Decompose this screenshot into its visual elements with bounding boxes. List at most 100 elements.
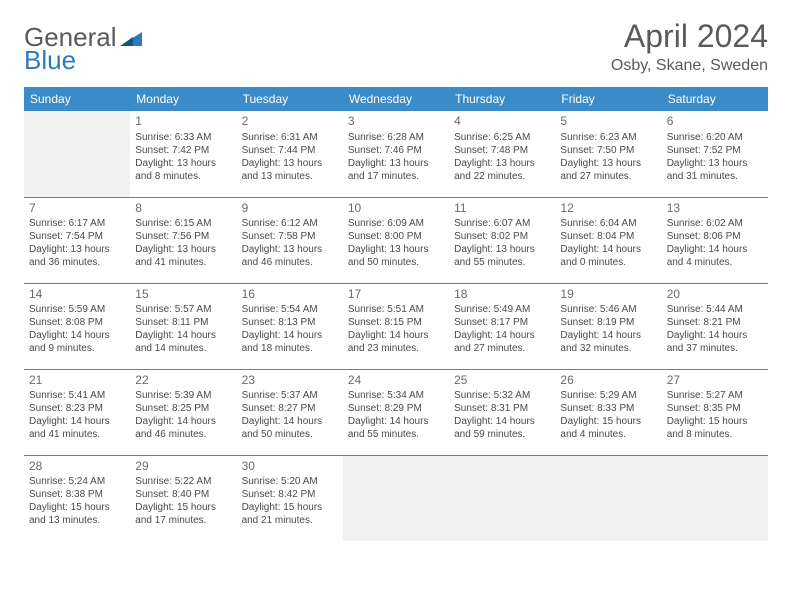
- daylight-text: Daylight: 14 hours and 46 minutes.: [135, 415, 231, 441]
- calendar-cell: 8Sunrise: 6:15 AMSunset: 7:56 PMDaylight…: [130, 197, 236, 283]
- calendar-cell: 7Sunrise: 6:17 AMSunset: 7:54 PMDaylight…: [24, 197, 130, 283]
- calendar-cell: 11Sunrise: 6:07 AMSunset: 8:02 PMDayligh…: [449, 197, 555, 283]
- day-number: 20: [667, 287, 763, 303]
- daylight-text: Daylight: 15 hours and 17 minutes.: [135, 501, 231, 527]
- sunrise-text: Sunrise: 5:27 AM: [667, 389, 763, 402]
- sunrise-text: Sunrise: 6:20 AM: [667, 131, 763, 144]
- sunset-text: Sunset: 7:46 PM: [348, 144, 444, 157]
- day-number: 27: [667, 373, 763, 389]
- sunset-text: Sunset: 8:25 PM: [135, 402, 231, 415]
- calendar-cell: 1Sunrise: 6:33 AMSunset: 7:42 PMDaylight…: [130, 111, 236, 197]
- daylight-text: Daylight: 13 hours and 55 minutes.: [454, 243, 550, 269]
- sunrise-text: Sunrise: 6:23 AM: [560, 131, 656, 144]
- daylight-text: Daylight: 14 hours and 9 minutes.: [29, 329, 125, 355]
- day-header: Sunday: [24, 87, 130, 111]
- daylight-text: Daylight: 14 hours and 18 minutes.: [242, 329, 338, 355]
- sunrise-text: Sunrise: 5:37 AM: [242, 389, 338, 402]
- daylight-text: Daylight: 13 hours and 17 minutes.: [348, 157, 444, 183]
- daylight-text: Daylight: 13 hours and 27 minutes.: [560, 157, 656, 183]
- daylight-text: Daylight: 15 hours and 4 minutes.: [560, 415, 656, 441]
- sunset-text: Sunset: 7:58 PM: [242, 230, 338, 243]
- logo: GeneralBlue: [24, 18, 142, 73]
- sunset-text: Sunset: 8:29 PM: [348, 402, 444, 415]
- sunset-text: Sunset: 8:31 PM: [454, 402, 550, 415]
- calendar-row: 28Sunrise: 5:24 AMSunset: 8:38 PMDayligh…: [24, 455, 768, 541]
- sunset-text: Sunset: 8:11 PM: [135, 316, 231, 329]
- header-row: Sunday Monday Tuesday Wednesday Thursday…: [24, 87, 768, 111]
- calendar-cell: 18Sunrise: 5:49 AMSunset: 8:17 PMDayligh…: [449, 283, 555, 369]
- daylight-text: Daylight: 14 hours and 37 minutes.: [667, 329, 763, 355]
- day-number: 3: [348, 114, 444, 130]
- daylight-text: Daylight: 14 hours and 55 minutes.: [348, 415, 444, 441]
- day-number: 6: [667, 114, 763, 130]
- day-number: 5: [560, 114, 656, 130]
- day-header: Friday: [555, 87, 661, 111]
- title-block: April 2024 Osby, Skane, Sweden: [611, 18, 768, 75]
- day-number: 29: [135, 459, 231, 475]
- calendar-row: 14Sunrise: 5:59 AMSunset: 8:08 PMDayligh…: [24, 283, 768, 369]
- calendar-row: 21Sunrise: 5:41 AMSunset: 8:23 PMDayligh…: [24, 369, 768, 455]
- daylight-text: Daylight: 14 hours and 4 minutes.: [667, 243, 763, 269]
- sunset-text: Sunset: 7:52 PM: [667, 144, 763, 157]
- day-number: 7: [29, 201, 125, 217]
- day-header: Tuesday: [237, 87, 343, 111]
- day-number: 19: [560, 287, 656, 303]
- calendar-table: Sunday Monday Tuesday Wednesday Thursday…: [24, 87, 768, 541]
- month-title: April 2024: [611, 18, 768, 55]
- sunrise-text: Sunrise: 5:32 AM: [454, 389, 550, 402]
- header: GeneralBlue April 2024 Osby, Skane, Swed…: [24, 18, 768, 75]
- sunset-text: Sunset: 7:54 PM: [29, 230, 125, 243]
- day-number: 13: [667, 201, 763, 217]
- daylight-text: Daylight: 15 hours and 21 minutes.: [242, 501, 338, 527]
- sunrise-text: Sunrise: 5:39 AM: [135, 389, 231, 402]
- calendar-cell: [24, 111, 130, 197]
- sunset-text: Sunset: 8:17 PM: [454, 316, 550, 329]
- calendar-cell: 29Sunrise: 5:22 AMSunset: 8:40 PMDayligh…: [130, 455, 236, 541]
- calendar-cell: 23Sunrise: 5:37 AMSunset: 8:27 PMDayligh…: [237, 369, 343, 455]
- daylight-text: Daylight: 14 hours and 41 minutes.: [29, 415, 125, 441]
- sunset-text: Sunset: 7:44 PM: [242, 144, 338, 157]
- calendar-cell: [449, 455, 555, 541]
- sunrise-text: Sunrise: 5:34 AM: [348, 389, 444, 402]
- day-number: 22: [135, 373, 231, 389]
- day-number: 16: [242, 287, 338, 303]
- sunrise-text: Sunrise: 6:12 AM: [242, 217, 338, 230]
- sunset-text: Sunset: 8:06 PM: [667, 230, 763, 243]
- day-number: 18: [454, 287, 550, 303]
- day-number: 14: [29, 287, 125, 303]
- daylight-text: Daylight: 14 hours and 14 minutes.: [135, 329, 231, 355]
- daylight-text: Daylight: 14 hours and 0 minutes.: [560, 243, 656, 269]
- sunset-text: Sunset: 8:19 PM: [560, 316, 656, 329]
- sunrise-text: Sunrise: 5:49 AM: [454, 303, 550, 316]
- daylight-text: Daylight: 13 hours and 22 minutes.: [454, 157, 550, 183]
- sunset-text: Sunset: 8:00 PM: [348, 230, 444, 243]
- calendar-cell: 16Sunrise: 5:54 AMSunset: 8:13 PMDayligh…: [237, 283, 343, 369]
- sunrise-text: Sunrise: 5:20 AM: [242, 475, 338, 488]
- calendar-cell: 2Sunrise: 6:31 AMSunset: 7:44 PMDaylight…: [237, 111, 343, 197]
- calendar-cell: 9Sunrise: 6:12 AMSunset: 7:58 PMDaylight…: [237, 197, 343, 283]
- day-number: 4: [454, 114, 550, 130]
- sunset-text: Sunset: 8:38 PM: [29, 488, 125, 501]
- day-number: 30: [242, 459, 338, 475]
- calendar-cell: 24Sunrise: 5:34 AMSunset: 8:29 PMDayligh…: [343, 369, 449, 455]
- sunset-text: Sunset: 8:02 PM: [454, 230, 550, 243]
- day-number: 25: [454, 373, 550, 389]
- day-header: Wednesday: [343, 87, 449, 111]
- day-number: 12: [560, 201, 656, 217]
- sunrise-text: Sunrise: 6:25 AM: [454, 131, 550, 144]
- logo-text-blue: Blue: [24, 47, 142, 73]
- calendar-cell: 13Sunrise: 6:02 AMSunset: 8:06 PMDayligh…: [662, 197, 768, 283]
- calendar-cell: 21Sunrise: 5:41 AMSunset: 8:23 PMDayligh…: [24, 369, 130, 455]
- sunrise-text: Sunrise: 5:54 AM: [242, 303, 338, 316]
- sunset-text: Sunset: 8:35 PM: [667, 402, 763, 415]
- sunset-text: Sunset: 8:42 PM: [242, 488, 338, 501]
- day-number: 1: [135, 114, 231, 130]
- calendar-cell: 3Sunrise: 6:28 AMSunset: 7:46 PMDaylight…: [343, 111, 449, 197]
- sunset-text: Sunset: 8:21 PM: [667, 316, 763, 329]
- sunset-text: Sunset: 8:23 PM: [29, 402, 125, 415]
- sunrise-text: Sunrise: 6:33 AM: [135, 131, 231, 144]
- daylight-text: Daylight: 15 hours and 8 minutes.: [667, 415, 763, 441]
- sunrise-text: Sunrise: 6:07 AM: [454, 217, 550, 230]
- day-number: 17: [348, 287, 444, 303]
- sunset-text: Sunset: 8:15 PM: [348, 316, 444, 329]
